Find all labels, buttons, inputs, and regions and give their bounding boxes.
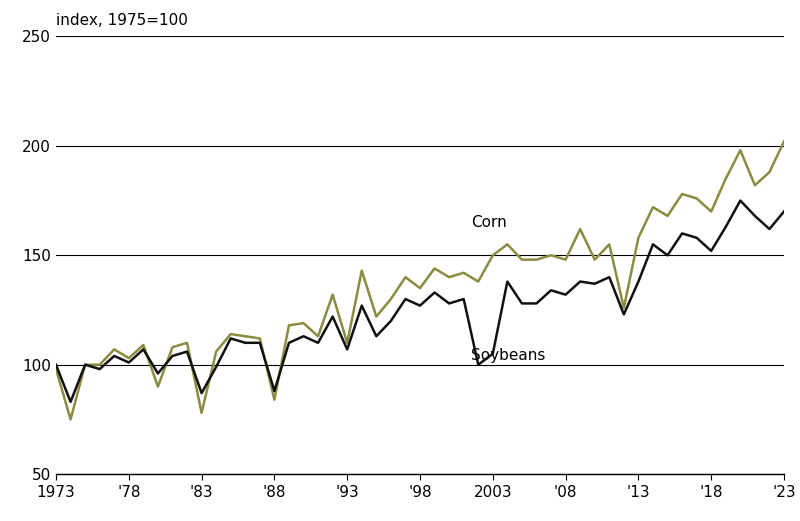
Text: Soybeans: Soybeans [471,349,546,364]
Text: Corn: Corn [471,215,506,230]
Text: index, 1975=100: index, 1975=100 [56,14,188,28]
